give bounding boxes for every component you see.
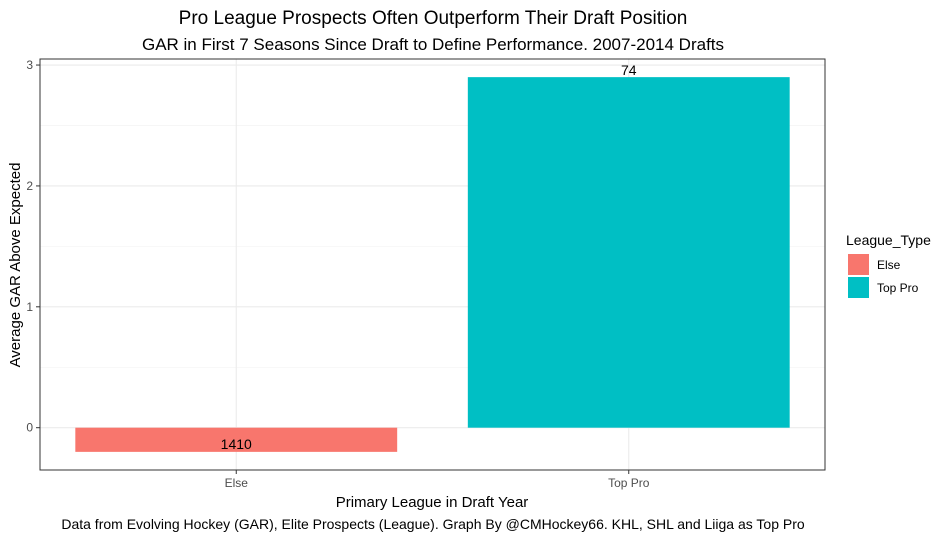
bar-top-pro — [467, 77, 790, 428]
chart-caption: Data from Evolving Hockey (GAR), Elite P… — [61, 516, 805, 532]
legend-swatch — [848, 254, 869, 275]
y-axis-title: Average GAR Above Expected — [7, 163, 24, 368]
legend-swatch — [848, 277, 869, 298]
chart-title: Pro League Prospects Often Outperform Th… — [179, 8, 688, 29]
y-tick-label: 1 — [26, 300, 33, 314]
bar-else — [75, 427, 398, 452]
y-tick-label: 2 — [26, 179, 33, 193]
legend: League_Type Else Top Pro — [846, 232, 931, 298]
x-axis-title: Primary League in Draft Year — [336, 494, 529, 511]
y-tick-label: 0 — [26, 421, 33, 435]
panel-border — [39, 58, 826, 471]
legend-label: Else — [877, 258, 901, 272]
bar-data-label: 74 — [621, 62, 637, 78]
chart-subtitle: GAR in First 7 Seasons Since Draft to De… — [142, 35, 724, 54]
y-tick-label: 3 — [26, 58, 33, 72]
x-tick-label: Else — [225, 476, 249, 490]
plot-panel: 1410 74 — [39, 58, 826, 471]
bars: 1410 74 — [75, 62, 790, 452]
legend-label: Top Pro — [877, 281, 919, 295]
bar-data-label: 1410 — [221, 436, 252, 452]
y-axis-ticks: 0 1 2 3 — [26, 58, 40, 435]
x-tick-label: Top Pro — [608, 476, 650, 490]
legend-items: Else Top Pro — [848, 254, 919, 298]
x-axis-ticks: Else Top Pro — [225, 470, 650, 490]
legend-title: League_Type — [846, 232, 931, 248]
